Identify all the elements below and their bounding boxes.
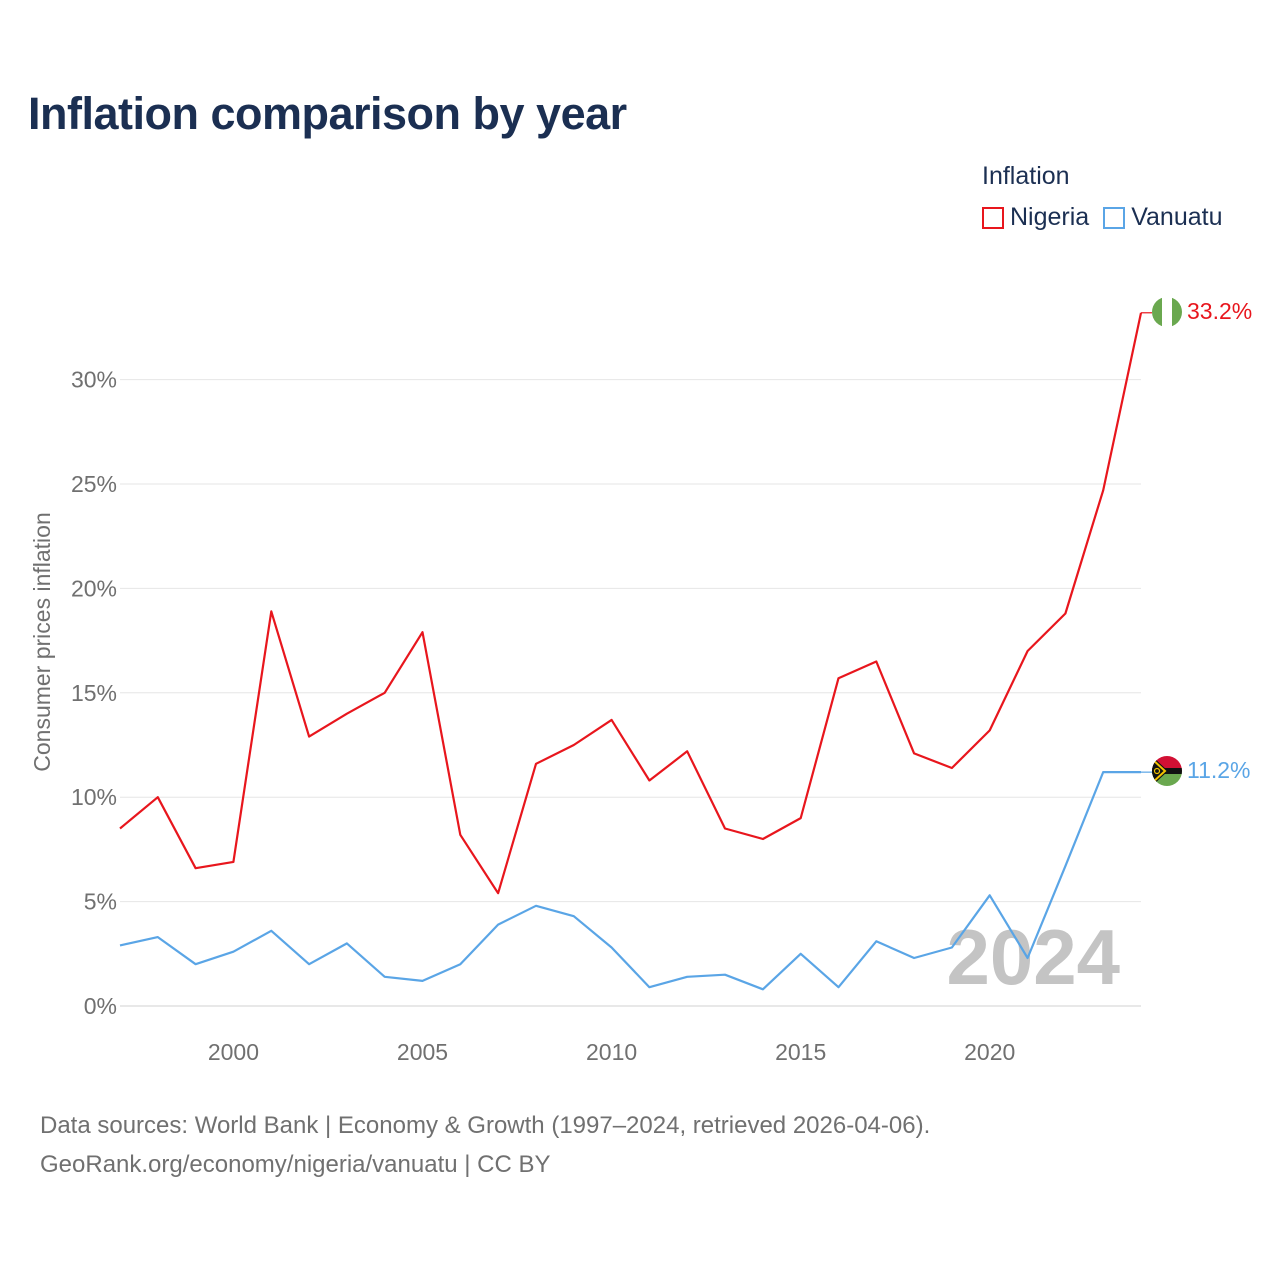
year-watermark: 2024 bbox=[946, 913, 1120, 1001]
legend-title: Inflation bbox=[982, 162, 1070, 190]
x-tick-label: 2015 bbox=[775, 1039, 826, 1065]
x-tick-label: 2005 bbox=[397, 1039, 448, 1065]
legend-swatch-nigeria bbox=[982, 206, 1004, 229]
legend-label-nigeria: Nigeria bbox=[1010, 203, 1090, 231]
y-tick-label: 5% bbox=[84, 889, 117, 915]
x-tick-label: 2010 bbox=[586, 1039, 637, 1065]
legend-item-vanuatu[interactable]: Vanuatu bbox=[1103, 203, 1223, 232]
y-tick-label: 20% bbox=[71, 575, 117, 601]
source-note: Data sources: World Bank | Economy & Gro… bbox=[40, 1112, 931, 1139]
y-tick-label: 25% bbox=[71, 471, 117, 497]
x-tick-label: 2020 bbox=[964, 1039, 1015, 1065]
y-tick-label: 10% bbox=[71, 784, 117, 810]
y-tick-label: 15% bbox=[71, 680, 117, 706]
nigeria-flag-icon bbox=[1152, 297, 1182, 327]
vanuatu-flag-icon bbox=[1152, 756, 1182, 786]
x-tick-label: 2000 bbox=[208, 1039, 259, 1065]
series-line-vanuatu bbox=[119, 770, 1141, 991]
end-label-nigeria: 33.2% bbox=[1187, 298, 1252, 324]
legend: Inflation Nigeria Vanuatu bbox=[982, 162, 1223, 232]
legend-item-nigeria[interactable]: Nigeria bbox=[982, 203, 1089, 232]
end-label-vanuatu: 11.2% bbox=[1187, 757, 1251, 783]
footer: Data sources: World Bank | Economy & Gro… bbox=[40, 1106, 930, 1184]
series-line-nigeria bbox=[119, 312, 1143, 895]
page-title: Inflation comparison by year bbox=[28, 88, 627, 139]
legend-swatch-vanuatu bbox=[1103, 206, 1126, 229]
legend-label-vanuatu: Vanuatu bbox=[1131, 203, 1223, 231]
y-tick-label: 0% bbox=[84, 993, 117, 1019]
line-chart: 0% 5% 10% 15% 20% 25% 30% 2000 2005 2010 2015 2020… bbox=[29, 297, 1252, 1065]
y-axis-label: Consumer prices inflation bbox=[29, 512, 55, 772]
source-link[interactable]: GeoRank.org/economy/nigeria/vanuatu | CC… bbox=[40, 1151, 551, 1178]
y-tick-label: 30% bbox=[71, 367, 117, 393]
